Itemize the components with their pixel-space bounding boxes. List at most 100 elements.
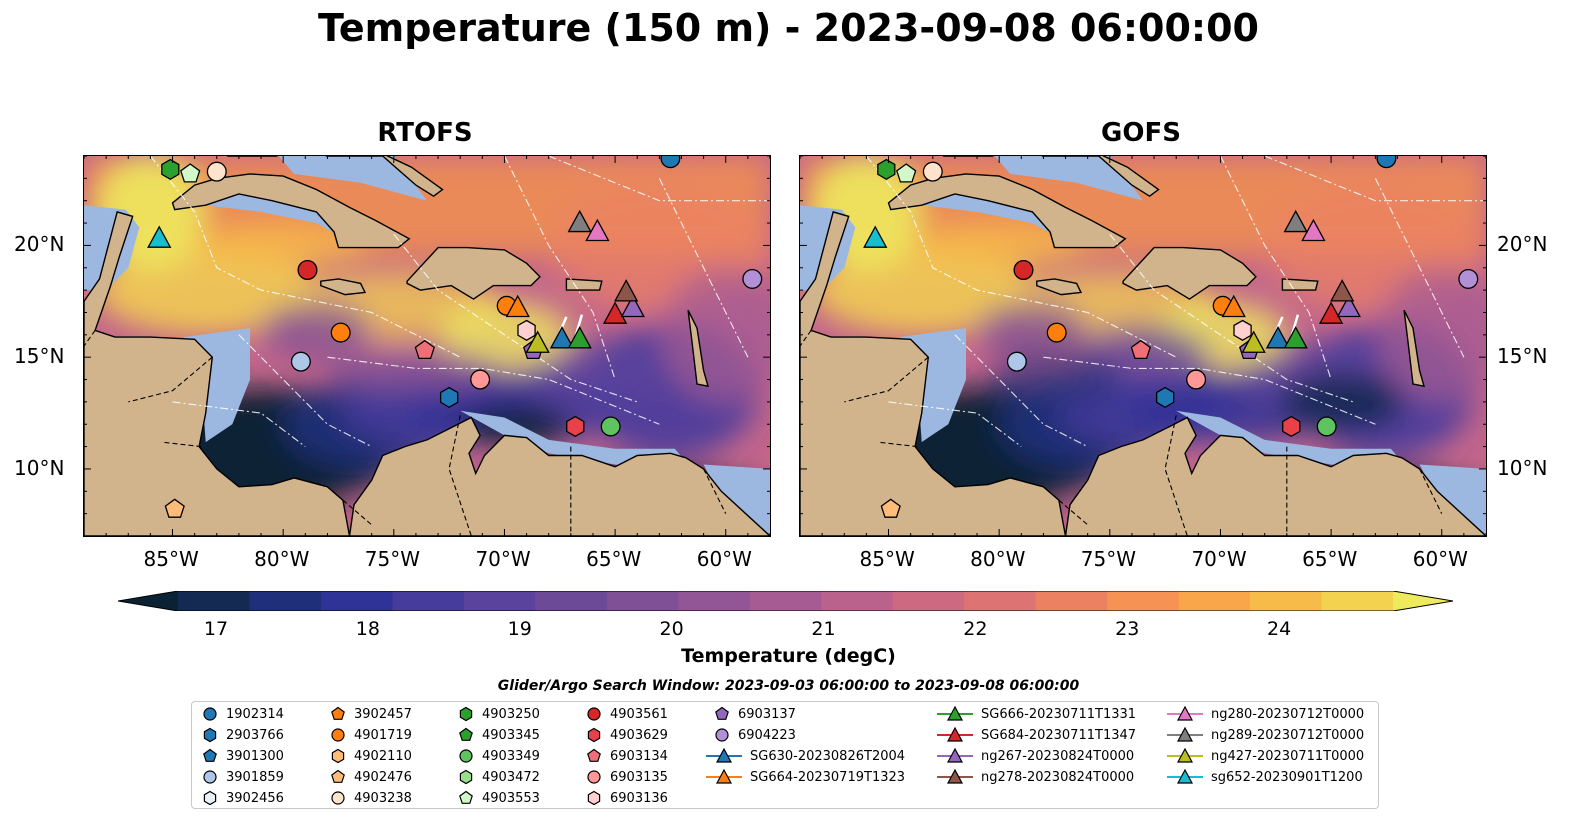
colorbar-segment (606, 591, 679, 611)
eez-boundary (865, 156, 1177, 358)
glider-marker (525, 330, 550, 353)
argo-float-marker (414, 339, 435, 360)
rtofs-map (83, 155, 771, 537)
colorbar-tick-label: 17 (203, 618, 229, 640)
colorbar-tick-label: 24 (1267, 618, 1292, 640)
shelf-bahamasB (278, 156, 427, 201)
glider-marker (147, 225, 172, 248)
land-hispaniola (1122, 246, 1257, 300)
glider-marker (1221, 294, 1246, 318)
eez-boundary (1043, 356, 1376, 425)
argo-float-marker (180, 163, 201, 183)
argo-float-marker (1376, 156, 1397, 169)
glider-marker (614, 279, 639, 302)
legend-item-argo: 4903472 (458, 767, 540, 787)
colorbar-segment (392, 591, 465, 611)
legend-item-argo: 4903250 (458, 704, 540, 724)
land-bahamas (1041, 156, 1160, 198)
legend-item-argo: 6904223 (714, 725, 796, 745)
eez-boundary (149, 156, 461, 358)
legend-label: 6903136 (610, 790, 668, 806)
argo-float-marker (1155, 386, 1175, 409)
colorbar-segment (892, 591, 965, 611)
lat-tick-label-right: 10°N (1497, 455, 1548, 480)
legend-label: 4903629 (610, 727, 668, 743)
country-border (1058, 499, 1089, 526)
lon-tick-label: 65°W (586, 547, 642, 571)
legend-label: 6904223 (738, 727, 796, 743)
colorbar-tick-label: 23 (1115, 618, 1140, 640)
shelf-bahamasB (994, 156, 1143, 201)
legend-item-glider: SG666-20230711T1331 (937, 704, 1136, 724)
land-central (800, 211, 1067, 536)
legend-item-argo: 4902476 (330, 767, 412, 787)
argo-float-marker (880, 498, 901, 518)
lat-tick-label-right: 20°N (1497, 232, 1548, 257)
legend-label: SG664-20230719T1323 (750, 769, 906, 785)
colorbar-tick-label: 18 (355, 618, 380, 640)
country-border (1419, 468, 1443, 514)
glider-marker (863, 225, 888, 248)
glider-marker (585, 218, 610, 242)
argo-float-marker (566, 415, 585, 438)
legend-label: SG630-20230826T2004 (750, 748, 906, 764)
figure-title: Temperature (150 m) - 2023-09-08 06:00:0… (317, 6, 1259, 50)
eez-boundary (1109, 233, 1354, 403)
colorbar-bar (117, 590, 1454, 612)
colorbar-extend-low (118, 591, 178, 611)
colorbar-tick-label: 19 (507, 618, 532, 640)
legend-item-argo: 4902110 (330, 746, 412, 766)
legend-label: 4903349 (482, 748, 540, 764)
eez-boundary (658, 178, 749, 358)
glider-marker (1301, 218, 1326, 242)
legend-item-glider: ng278-20230824T0000 (937, 767, 1134, 787)
lon-tick-label: 75°W (364, 547, 421, 571)
land-hispaniola (406, 246, 541, 300)
eez-boundary (1374, 178, 1465, 358)
colorbar-segment (320, 591, 394, 611)
legend-item-argo: 4903238 (330, 788, 412, 808)
frame-ticks (84, 156, 770, 536)
legend: 1902314 2903766 3901300 3901859 3902456 39024… (191, 701, 1379, 809)
legend-label: 3902456 (226, 790, 284, 806)
glider-marker (620, 294, 645, 318)
colorbar-tick-label: 22 (963, 618, 988, 640)
legend-label: ng278-20230824T0000 (981, 769, 1135, 785)
shelf-cubaS (921, 194, 1057, 237)
legend-label: SG666-20230711T1331 (981, 706, 1137, 722)
argo-float-marker (922, 161, 943, 182)
legend-item-glider: sg652-20230901T1200 (1167, 767, 1363, 787)
eez-boundary (1220, 156, 1332, 380)
argo-float-marker (660, 156, 681, 169)
legend-label: 4903553 (482, 790, 540, 806)
argo-float-marker (330, 322, 351, 343)
argo-float-marker (206, 161, 227, 182)
legend-item-argo: 3901859 (202, 767, 284, 787)
land-southAm (1064, 416, 1486, 536)
legend-item-glider: ng427-20230711T0000 (1167, 746, 1364, 766)
argo-float-marker (1233, 319, 1252, 341)
land-jamaica (320, 278, 367, 296)
glider-marker (1330, 279, 1355, 302)
frame-ticks (800, 156, 1486, 536)
colorbar-segment (1178, 591, 1251, 611)
legend-item-argo: 3901300 (202, 746, 284, 766)
legend-label: 6903134 (610, 748, 668, 764)
glider-marker (567, 209, 592, 233)
colorbar-segment (964, 591, 1037, 611)
land-bahamas (325, 156, 444, 198)
argo-float-marker (1006, 351, 1027, 372)
gofs-map-canvas (800, 156, 1486, 536)
legend-label: 4903561 (610, 706, 668, 722)
legend-label: ng427-20230711T0000 (1211, 748, 1365, 764)
legend-item-argo: 6903137 (714, 704, 796, 724)
country-border (342, 499, 373, 526)
colorbar-segment (463, 591, 536, 611)
colorbar-segment (535, 591, 608, 611)
legend-item-argo: 6903136 (586, 788, 668, 808)
country-border (877, 441, 918, 448)
legend-item-glider: SG630-20230826T2004 (706, 746, 905, 766)
land-central (84, 211, 351, 536)
argo-float-marker (290, 351, 311, 372)
colorbar-label: Temperature (degC) (681, 645, 896, 667)
